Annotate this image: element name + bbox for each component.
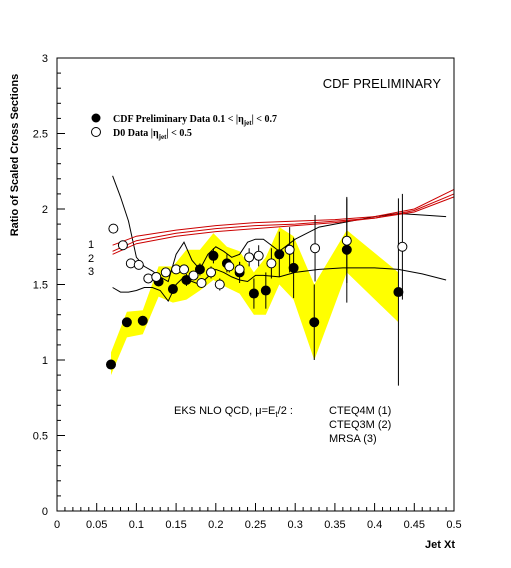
x-tick-label: 0 <box>54 519 60 531</box>
cdf-data-point <box>260 285 271 296</box>
d0-data-point <box>244 252 255 263</box>
d0-data-point <box>108 223 119 234</box>
cdf-data-point <box>181 274 192 285</box>
x-tick-label: 0.1 <box>129 519 144 531</box>
y-tick-label: 1 <box>42 355 48 367</box>
d0-data-point <box>214 279 225 290</box>
y-tick-label: 0 <box>42 506 48 518</box>
theory-annotation: EKS NLO QCD, μ=Et/2 : CTEQ4M (1) CTEQ3M … <box>174 405 391 445</box>
annotation-line-2: CTEQ3M (2) <box>329 419 391 431</box>
theory-curve-2 <box>112 193 455 252</box>
cdf-data-point <box>248 288 259 299</box>
x-tick-label: 0.4 <box>367 519 382 531</box>
cdf-data-point <box>274 249 285 260</box>
theory-uncertainty-curve-2 <box>112 267 447 303</box>
cdf-data-point <box>208 250 219 261</box>
x-tick-label: 0.3 <box>288 519 303 531</box>
d0-data-point <box>397 241 408 252</box>
cdf-data-point <box>194 264 205 275</box>
cdf-data-point <box>288 262 299 273</box>
chart-title: CDF PRELIMINARY <box>323 76 442 91</box>
cdf-data-point <box>137 315 148 326</box>
axis-layer: 0 0.05 0.1 0.15 0.2 0.25 0.3 0.35 0.4 0.45 0.5 0 0.5… <box>33 53 462 531</box>
x-tick-label: 0.05 <box>86 519 107 531</box>
x-tick-label: 0.15 <box>165 519 186 531</box>
cdf-data-point <box>309 317 320 328</box>
cdf-data-point <box>105 359 116 370</box>
theory-curve-1 <box>112 188 455 246</box>
cdf-data-point <box>393 287 404 298</box>
legend-marker-d0 <box>91 127 101 137</box>
y-tick-label: 3 <box>42 53 48 65</box>
d0-data-point <box>234 264 245 275</box>
annotation-line-1: CTEQ4M (1) <box>329 405 391 417</box>
y-tick-label: 0.5 <box>33 431 48 443</box>
systematic-band <box>111 227 399 376</box>
d0-data-point <box>284 244 295 255</box>
x-tick-label: 0.45 <box>404 519 425 531</box>
cdf-data-point <box>121 317 132 328</box>
d0-data-point <box>117 240 128 251</box>
d0-data-point <box>160 267 171 278</box>
cdf-data-point <box>167 284 178 295</box>
x-tick-label: 0.35 <box>324 519 345 531</box>
d0-data-point <box>341 235 352 246</box>
legend-label-cdf: CDF Preliminary Data 0.1 < |ηjet| < 0.7 <box>113 114 277 127</box>
x-tick-label: 0.25 <box>245 519 266 531</box>
annotation-line-3: MRSA (3) <box>329 433 377 445</box>
curve-label-1: 1 <box>88 239 94 251</box>
theory-curve-layer <box>112 175 455 303</box>
d0-data-point <box>253 250 264 261</box>
theory-uncertainty-curve-1 <box>112 175 447 283</box>
d0-data-point <box>206 267 217 278</box>
x-tick-label: 0.2 <box>208 519 223 531</box>
d0-data-point <box>266 258 277 269</box>
x-tick-label: 0.5 <box>446 519 461 531</box>
d0-data-point <box>224 261 235 272</box>
d0-data-point <box>143 273 154 284</box>
d0-data-point <box>151 271 162 282</box>
d0-data-point <box>133 259 144 270</box>
curve-label-3: 3 <box>88 266 94 278</box>
x-axis-label: Jet Xt <box>425 539 455 551</box>
legend-marker-cdf <box>91 113 101 123</box>
legend: CDF Preliminary Data 0.1 < |ηjet| < 0.7 … <box>91 113 277 141</box>
y-axis-label: Ratio of Scaled Cross Sections <box>9 74 21 237</box>
d0-data-point <box>196 277 207 288</box>
d0-data-point <box>179 264 190 275</box>
y-tick-label: 2 <box>42 204 48 216</box>
y-tick-label: 2.5 <box>33 129 48 141</box>
theory-curve-3 <box>112 196 455 255</box>
curve-label-2: 2 <box>88 253 94 265</box>
systematic-band-layer <box>111 227 399 376</box>
legend-label-d0: D0 Data |ηjet| < 0.5 <box>113 128 192 141</box>
d0-data-point <box>125 258 136 269</box>
d0-data-point <box>188 270 199 281</box>
annotation-prefix: EKS NLO QCD, μ=Et/2 : <box>174 405 293 419</box>
d0-data-point <box>310 243 321 254</box>
y-tick-label: 1.5 <box>33 280 48 292</box>
data-point-layer <box>105 193 408 386</box>
